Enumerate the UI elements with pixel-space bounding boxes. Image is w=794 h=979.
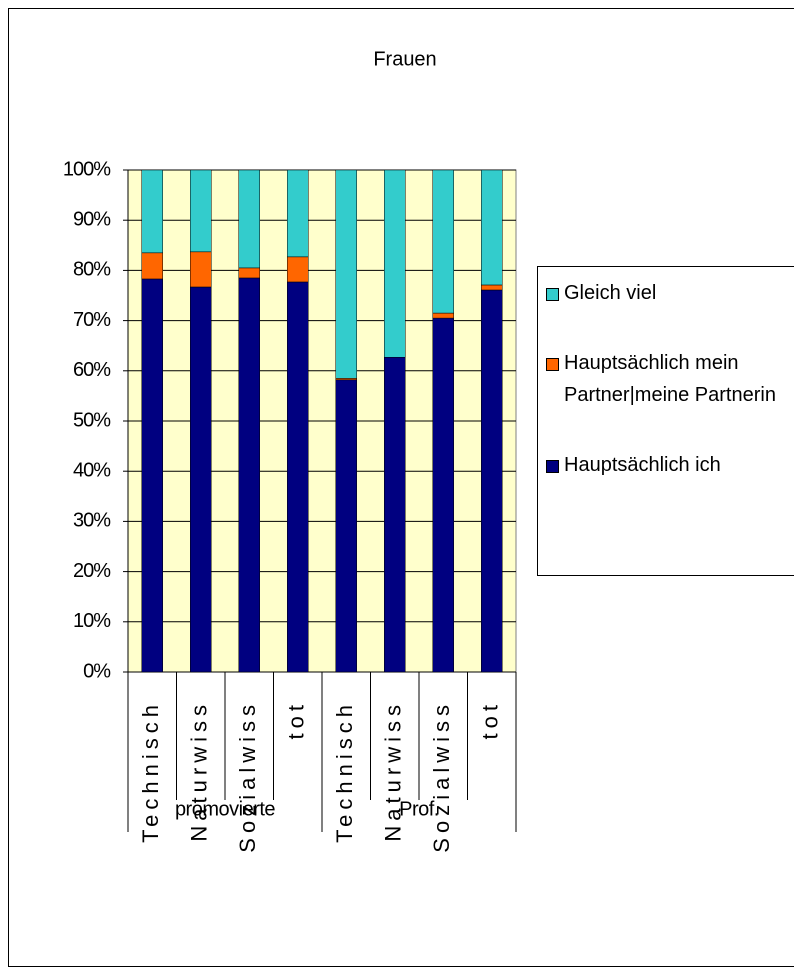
bar-segment — [141, 278, 163, 673]
bar-segment — [190, 169, 212, 253]
bar-segment — [481, 169, 503, 286]
legend-label: Gleich viel — [564, 282, 657, 304]
bar-segment — [287, 256, 309, 283]
x-tick-label: tot — [284, 700, 309, 739]
group-label: promovierte — [175, 798, 275, 820]
bar-segment — [190, 286, 212, 673]
y-tick-label: 20% — [73, 560, 111, 582]
bar-segment — [287, 169, 309, 258]
y-tick-label: 40% — [73, 459, 111, 481]
bar-segment — [384, 356, 406, 673]
y-tick-label: 70% — [73, 309, 111, 331]
legend-swatch — [546, 358, 559, 371]
legend-swatch — [546, 460, 559, 473]
bar-segment — [238, 277, 260, 673]
bar-segment — [141, 169, 163, 254]
bar-segment — [238, 169, 260, 269]
x-tick-label: Technisch — [332, 700, 357, 843]
y-tick-label: 0% — [83, 660, 111, 682]
x-tick-label: tot — [478, 700, 503, 739]
bar-segment — [384, 169, 406, 358]
bar-segment — [432, 169, 454, 314]
x-tick-label: Sozialwiss — [235, 700, 260, 853]
y-tick-label: 100% — [63, 158, 111, 180]
y-tick-label: 60% — [73, 359, 111, 381]
y-tick-label: 10% — [73, 610, 111, 632]
bar-segment — [432, 312, 454, 319]
bar-segment — [287, 281, 309, 673]
legend-label: Hauptsächlich ich — [564, 454, 721, 476]
y-tick-label: 90% — [73, 208, 111, 230]
x-tick-label: Naturwiss — [187, 700, 212, 842]
y-tick-label: 30% — [73, 510, 111, 532]
bar-segment — [481, 289, 503, 673]
x-tick-label: Sozialwiss — [429, 700, 454, 853]
legend-item: Hauptsächlich ich — [546, 449, 794, 481]
legend: Gleich viel Hauptsächlich mein Partner|me… — [537, 266, 794, 576]
legend-item: Gleich viel — [546, 277, 794, 309]
y-tick-label: 80% — [73, 259, 111, 281]
bar-segment — [190, 251, 212, 288]
bar-segment — [432, 317, 454, 673]
bar-segment — [481, 284, 503, 291]
bar-segment — [335, 379, 357, 673]
x-tick-label: Naturwiss — [381, 700, 406, 842]
x-tick-label: Technisch — [138, 700, 163, 843]
legend-item: Hauptsächlich mein Partner|meine Partner… — [546, 347, 794, 411]
legend-swatch — [546, 288, 559, 301]
bar-segment — [335, 169, 357, 379]
chart-border — [8, 8, 794, 967]
bar-segment — [238, 267, 260, 279]
chart-title: Frauen — [373, 48, 436, 70]
legend-label: Hauptsächlich mein Partner|meine Partner… — [564, 352, 776, 406]
y-tick-label: 50% — [73, 409, 111, 431]
group-label: Prof. — [399, 798, 439, 820]
bar-segment — [141, 252, 163, 280]
